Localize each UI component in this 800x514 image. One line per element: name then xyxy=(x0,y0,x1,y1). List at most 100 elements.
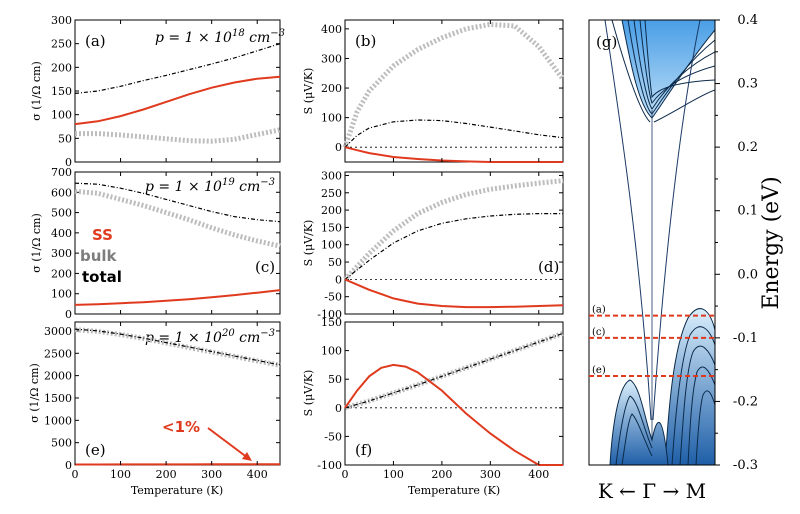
panel-e-xtick-label: 0 xyxy=(72,468,79,481)
panel-c-series xyxy=(74,182,281,306)
panel-e-yticks: 0 500 1000 1500 2000 2500 3000 xyxy=(44,325,280,472)
panel-a-ss-line xyxy=(74,75,281,126)
panel-e: (e) p = 1 × 1020 cm−3 σ (1/Ω cm) <1% Tem… xyxy=(28,321,281,497)
panel-b-ytick-label: 400 xyxy=(321,23,342,36)
panel-c-ytick-label: 500 xyxy=(51,207,72,220)
panel-f-ytick-label: 150 xyxy=(321,316,342,329)
panel-e-label: (e) xyxy=(85,441,106,459)
panel-a-yticks: 0 50 100 150 200 250 300 xyxy=(51,14,280,169)
panel-c-ytick-label: 0 xyxy=(65,308,72,321)
panel-g-ytick-label: 0.2 xyxy=(737,140,758,155)
band-structure xyxy=(604,20,715,465)
panel-b-ytick-label: 200 xyxy=(321,82,342,95)
panel-d-ytick-label: 250 xyxy=(321,187,342,200)
panel-e-callout-arrow xyxy=(207,427,249,459)
panel-f-frame xyxy=(344,321,564,466)
panel-g-ytick-label: -0.3 xyxy=(733,458,758,473)
panel-g-markers: (a) (c) (e) xyxy=(589,305,715,377)
valence-band-m xyxy=(664,308,715,465)
panel-f-xtick-label: 100 xyxy=(383,468,404,481)
panel-a-ytick-label: 150 xyxy=(51,85,72,98)
panel-e-callout: <1% xyxy=(162,418,200,436)
panel-e-ytick-label: 2000 xyxy=(44,370,72,383)
panel-e-ylabel: σ (1/Ω cm) xyxy=(28,363,41,423)
panel-d-total-line xyxy=(344,213,563,280)
panel-f-bulk-line xyxy=(344,331,564,411)
panel-c-ytick-label: 400 xyxy=(51,227,72,240)
panel-e-ytick-label: 3000 xyxy=(44,325,72,338)
panel-c-bulk-line xyxy=(74,188,281,249)
panel-e-callout-arrowhead xyxy=(242,452,252,461)
panel-e-xtick-label: 200 xyxy=(156,468,177,481)
panel-g-ytick-label: -0.1 xyxy=(733,331,758,346)
panel-d-ytick-label: -100 xyxy=(317,308,342,321)
panel-a-ytick-label: 0 xyxy=(65,156,72,169)
panel-g-ytick-label: 0.4 xyxy=(737,13,758,28)
panel-a-label: (a) xyxy=(85,32,106,50)
panel-d-bulk-line xyxy=(343,178,564,282)
panel-c-ss-line xyxy=(74,289,281,306)
panel-g-marker-label: (a) xyxy=(592,305,606,316)
panel-d-frame xyxy=(344,171,564,315)
panel-g-label: (g) xyxy=(596,33,617,51)
panel-b-ytick-label: 100 xyxy=(321,112,342,125)
panel-c-ytick-label: 700 xyxy=(51,166,72,179)
panel-d-ytick-label: -50 xyxy=(324,291,342,304)
panel-b-frame xyxy=(344,19,564,163)
panel-a-ytick-label: 250 xyxy=(51,38,72,51)
panel-d-ytick-label: 0 xyxy=(335,273,342,286)
panel-f-yticks: -100 -50 0 50 100 150 xyxy=(317,316,563,472)
panel-f-label: (f) xyxy=(355,441,372,459)
panel-d-ytick-label: 300 xyxy=(321,169,342,182)
panel-c-ylabel: σ (1/Ω cm) xyxy=(30,213,43,273)
panel-b-label: (b) xyxy=(355,32,376,50)
panel-g-ytick-label: 0.1 xyxy=(737,204,758,219)
panel-e-ytick-label: 0 xyxy=(65,459,72,472)
panel-g-yticks: -0.3 -0.2 -0.1 0.0 0.1 0.2 0.3 0.4 xyxy=(715,13,758,473)
panel-c-frame xyxy=(74,171,281,315)
valence-band-k xyxy=(609,379,669,465)
panel-c-ytick-label: 100 xyxy=(51,288,72,301)
panel-g-xlabel: K ← Γ → M xyxy=(598,479,706,503)
panel-e-annotation: p = 1 × 1020 cm−3 xyxy=(145,328,275,346)
panel-e-ytick-label: 500 xyxy=(51,437,72,450)
panel-a-total-line xyxy=(74,43,281,94)
panel-g-ytick-label: 0.0 xyxy=(737,267,758,282)
panel-a-series xyxy=(74,43,281,144)
panel-b-bulk-line xyxy=(342,21,566,149)
panel-f-series xyxy=(344,331,564,466)
panel-f-ytick-label: -50 xyxy=(324,430,342,443)
panel-d-series xyxy=(343,178,564,309)
panel-c-ytick-label: 200 xyxy=(51,267,72,280)
panel-d-ylabel: S (μV/K) xyxy=(302,220,315,267)
panel-a-ytick-label: 100 xyxy=(51,109,72,122)
panel-b-series xyxy=(342,21,566,163)
panel-c-ytick-label: 300 xyxy=(51,247,72,260)
legend-total: total xyxy=(82,268,122,286)
panel-c-total-line xyxy=(74,182,281,223)
panel-d-label: (d) xyxy=(538,258,559,276)
panel-f-xtick-label: 200 xyxy=(431,468,452,481)
panel-g-ytick-label: -0.2 xyxy=(733,394,758,409)
panel-a-ylabel: σ (1/Ω cm) xyxy=(30,61,43,121)
panel-g-ylabel: Energy (eV) xyxy=(759,176,784,309)
panel-e-xticks: 0 100 200 300 400 xyxy=(72,468,268,481)
panel-f: (f) S (μV/K) Temperature (K) -100 -50 0 50 1… xyxy=(302,316,564,497)
panel-e-total-line xyxy=(74,328,281,366)
panel-a-annotation: p = 1 × 1018 cm−3 xyxy=(155,28,285,46)
panel-d-ytick-label: 100 xyxy=(321,239,342,252)
panel-e-xtick-label: 300 xyxy=(201,468,222,481)
panel-e-ytick-label: 1500 xyxy=(44,392,72,405)
panel-d-ytick-label: 50 xyxy=(328,256,342,269)
panel-b-ytick-label: 300 xyxy=(321,52,342,65)
panel-c: (c) p = 1 × 1019 cm−3 σ (1/Ω cm) SS bulk… xyxy=(30,166,281,321)
panel-b-ss-line xyxy=(344,146,563,163)
panel-c-annotation: p = 1 × 1019 cm−3 xyxy=(145,177,275,195)
panel-f-ytick-label: 0 xyxy=(335,402,342,415)
panel-g-marker-label: (c) xyxy=(592,327,606,338)
panel-a-ytick-label: 50 xyxy=(58,132,72,145)
panel-b: (b) S (μV/K) 0 100 200 300 400 xyxy=(302,19,566,163)
panel-e-xtick-label: 100 xyxy=(110,468,131,481)
panel-d-ytick-label: 200 xyxy=(321,204,342,217)
